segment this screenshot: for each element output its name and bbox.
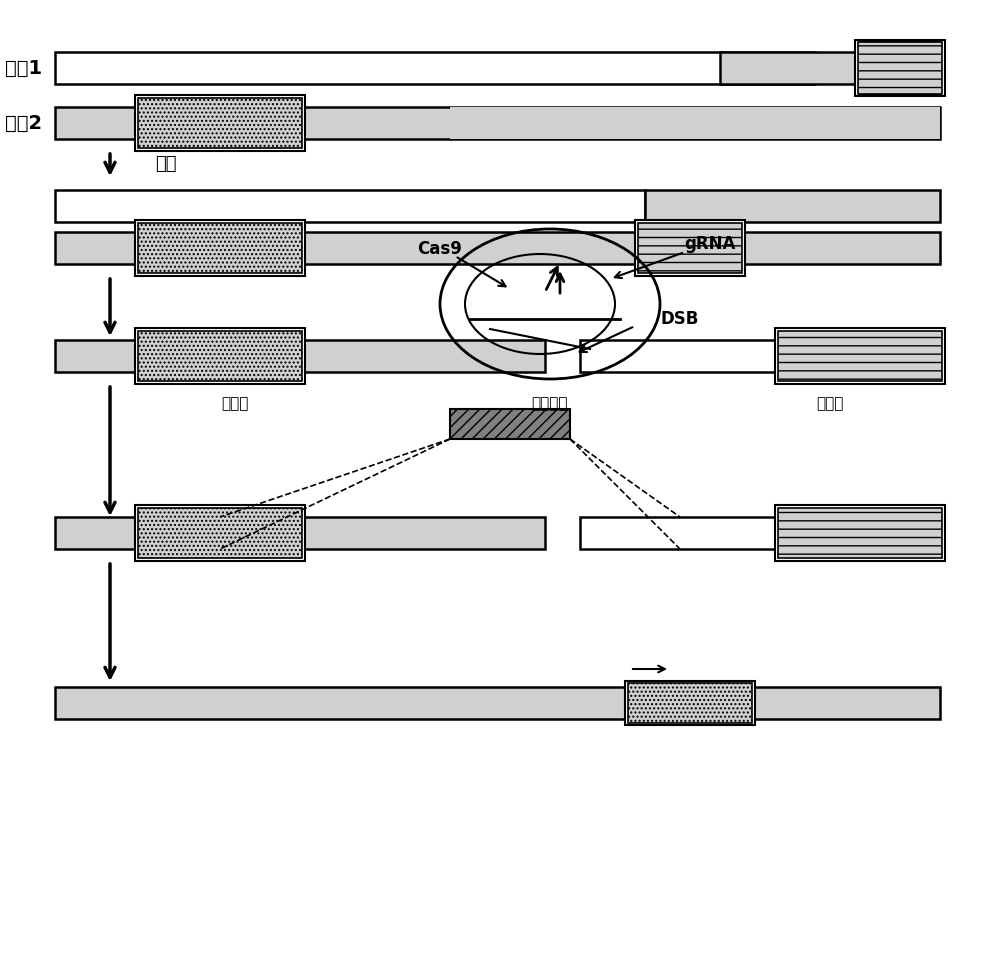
Bar bbox=[860, 42, 940, 94]
Bar bbox=[628, 683, 752, 723]
Bar bbox=[138, 98, 302, 148]
Bar bbox=[628, 683, 752, 723]
Bar bbox=[630, 687, 750, 719]
Bar bbox=[138, 508, 302, 558]
Bar bbox=[635, 220, 745, 276]
Bar bbox=[138, 331, 302, 381]
Bar bbox=[650, 232, 740, 264]
Text: 同源臂: 同源臂 bbox=[816, 396, 844, 411]
Bar bbox=[638, 223, 742, 273]
Bar bbox=[55, 687, 940, 719]
Bar bbox=[55, 232, 940, 264]
Bar bbox=[55, 190, 645, 222]
Bar bbox=[450, 409, 570, 439]
Bar bbox=[860, 42, 940, 94]
Bar bbox=[778, 331, 942, 381]
Bar bbox=[855, 40, 945, 96]
Bar bbox=[580, 340, 940, 372]
Bar bbox=[135, 220, 305, 276]
Bar bbox=[55, 52, 815, 84]
Bar bbox=[645, 190, 940, 222]
Text: Cas9: Cas9 bbox=[418, 240, 462, 258]
Bar bbox=[55, 107, 940, 139]
Text: DSB: DSB bbox=[661, 310, 699, 328]
Bar bbox=[150, 232, 290, 264]
Bar bbox=[858, 42, 942, 94]
Text: gRNA: gRNA bbox=[684, 235, 736, 253]
Bar bbox=[135, 328, 305, 384]
Bar bbox=[135, 95, 305, 151]
Text: 自杀基因: 自杀基因 bbox=[532, 396, 568, 411]
Bar bbox=[138, 223, 302, 273]
Text: 基因2: 基因2 bbox=[5, 114, 42, 132]
Text: 基因1: 基因1 bbox=[5, 58, 42, 78]
Bar bbox=[150, 107, 290, 139]
Text: 同源臂: 同源臂 bbox=[221, 396, 249, 411]
Bar bbox=[775, 328, 945, 384]
Bar bbox=[720, 52, 935, 84]
Bar bbox=[780, 340, 940, 372]
Bar bbox=[580, 517, 940, 549]
Bar bbox=[778, 508, 942, 558]
Bar bbox=[55, 340, 545, 372]
Bar bbox=[625, 681, 755, 725]
Bar bbox=[55, 517, 545, 549]
Text: 易位: 易位 bbox=[155, 155, 176, 173]
Bar bbox=[775, 505, 945, 561]
Bar bbox=[135, 505, 305, 561]
Bar bbox=[628, 683, 752, 723]
Bar bbox=[450, 107, 940, 139]
